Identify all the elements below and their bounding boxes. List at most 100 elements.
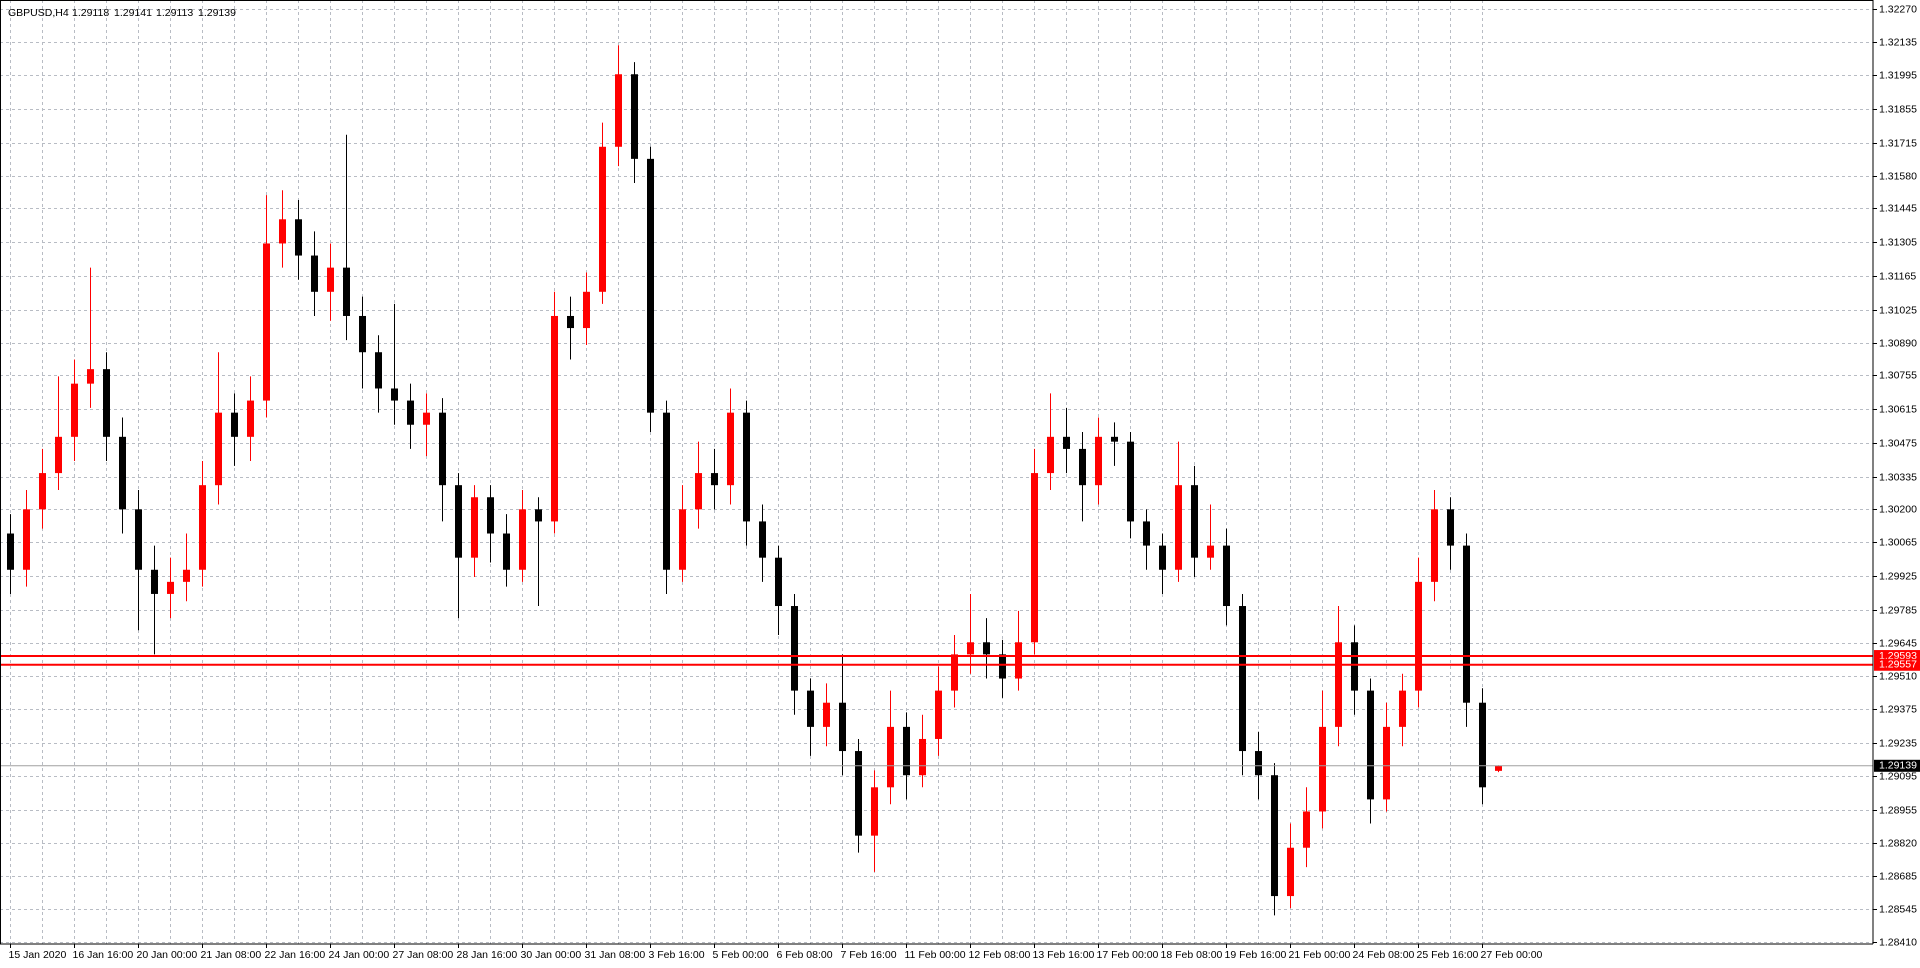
candle-body bbox=[327, 267, 334, 292]
candle-body bbox=[135, 509, 142, 570]
candle-body bbox=[1319, 726, 1326, 812]
labels: 1.32270 1.32135 1.31995 1.31855 1.31715 1.315… bbox=[9, 3, 1920, 961]
y-tick-label: 1.30615 bbox=[1879, 403, 1917, 415]
x-tick-label: 7 Feb 16:00 bbox=[841, 949, 897, 961]
candle-body bbox=[887, 726, 894, 788]
candles bbox=[0, 45, 1873, 916]
y-tick-label: 1.29510 bbox=[1879, 670, 1917, 682]
x-tick-label: 13 Feb 16:00 bbox=[1033, 949, 1095, 961]
candle-body bbox=[1399, 690, 1406, 727]
y-tick-label: 1.31995 bbox=[1879, 69, 1917, 81]
candle-body bbox=[1015, 642, 1022, 679]
candle-body bbox=[199, 485, 206, 570]
candle-body bbox=[631, 74, 638, 159]
candle-body bbox=[1383, 726, 1390, 800]
current-price-label: 1.29139 bbox=[1879, 760, 1917, 772]
x-tick-label: 24 Feb 08:00 bbox=[1353, 949, 1415, 961]
candle-body bbox=[839, 702, 846, 752]
y-tick-label: 1.29925 bbox=[1879, 570, 1917, 582]
x-tick-label: 27 Jan 08:00 bbox=[393, 949, 454, 961]
candle-body bbox=[567, 315, 574, 329]
candle-body bbox=[1239, 606, 1246, 752]
x-tick-label: 18 Feb 08:00 bbox=[1161, 949, 1223, 961]
x-tick-label: 27 Feb 00:00 bbox=[1481, 949, 1543, 961]
candle-body bbox=[1063, 436, 1070, 449]
y-tick-label: 1.29375 bbox=[1879, 703, 1917, 715]
candle-body bbox=[695, 473, 702, 510]
candle-body bbox=[999, 654, 1006, 679]
x-tick-label: 20 Jan 00:00 bbox=[137, 949, 198, 961]
candle-body bbox=[647, 158, 654, 413]
x-tick-label: 3 Feb 16:00 bbox=[649, 949, 705, 961]
candle-body bbox=[1335, 642, 1342, 727]
candle-body bbox=[1047, 436, 1054, 474]
x-tick-label: 12 Feb 08:00 bbox=[969, 949, 1031, 961]
candle-body bbox=[151, 569, 158, 594]
y-tick-label: 1.28820 bbox=[1879, 837, 1917, 849]
y-tick-label: 1.29095 bbox=[1879, 770, 1917, 782]
candle-body bbox=[471, 497, 478, 558]
candle-body bbox=[1271, 775, 1278, 897]
candle-body bbox=[1031, 473, 1038, 643]
candle-body bbox=[103, 369, 110, 437]
candle-body bbox=[311, 255, 318, 292]
candle-body bbox=[391, 388, 398, 401]
candle-body bbox=[1175, 485, 1182, 570]
x-tick-label: 21 Feb 00:00 bbox=[1289, 949, 1351, 961]
price-axis-panel bbox=[1873, 0, 1920, 968]
y-tick-label: 1.31855 bbox=[1879, 103, 1917, 115]
candle-body bbox=[967, 642, 974, 655]
x-tick-label: 31 Jan 08:00 bbox=[585, 949, 646, 961]
candle-body bbox=[759, 521, 766, 558]
y-tick-label: 1.31580 bbox=[1879, 170, 1917, 182]
x-tick-label: 11 Feb 00:00 bbox=[905, 949, 966, 961]
candle-body bbox=[1495, 765, 1502, 771]
y-tick-label: 1.30065 bbox=[1879, 536, 1917, 548]
candle-body bbox=[1287, 847, 1294, 897]
candle-body bbox=[807, 690, 814, 727]
symbol-title: GBPUSD,H4 bbox=[8, 7, 69, 19]
candle-body bbox=[375, 352, 382, 389]
y-tick-label: 1.28545 bbox=[1879, 903, 1917, 915]
y-tick-label: 1.28955 bbox=[1879, 804, 1917, 816]
candle-body bbox=[679, 509, 686, 570]
candle-body bbox=[871, 787, 878, 836]
candle-body bbox=[583, 291, 590, 329]
candle-body bbox=[1303, 811, 1310, 848]
candle-body bbox=[1351, 642, 1358, 691]
candle-body bbox=[1367, 690, 1374, 800]
y-tick-label: 1.29235 bbox=[1879, 737, 1917, 749]
candle-body bbox=[39, 473, 46, 510]
candle-body bbox=[743, 412, 750, 522]
y-tick-label: 1.32270 bbox=[1879, 3, 1917, 15]
y-tick-label: 1.30475 bbox=[1879, 437, 1917, 449]
header-high: 1.29141 bbox=[114, 7, 152, 19]
x-tick-label: 19 Feb 16:00 bbox=[1225, 949, 1287, 961]
candle-body bbox=[711, 473, 718, 486]
candle-body bbox=[663, 412, 670, 570]
candle-body bbox=[23, 509, 30, 570]
y-tick-label: 1.31305 bbox=[1879, 236, 1917, 248]
candle-body bbox=[215, 412, 222, 486]
y-tick-label: 1.28685 bbox=[1879, 870, 1917, 882]
candle-body bbox=[951, 654, 958, 691]
candle-body bbox=[1111, 436, 1118, 442]
candle-body bbox=[903, 726, 910, 776]
candle-body bbox=[791, 606, 798, 691]
candle-body bbox=[935, 690, 942, 739]
candle-body bbox=[87, 369, 94, 384]
candle-body bbox=[343, 267, 350, 316]
candle-body bbox=[1095, 436, 1102, 486]
candle-body bbox=[423, 412, 430, 425]
candle-body bbox=[295, 219, 302, 256]
candle-body bbox=[519, 509, 526, 570]
candle-body bbox=[1415, 581, 1422, 691]
header-close: 1.29139 bbox=[198, 7, 236, 19]
level-label: 1.29557 bbox=[1879, 659, 1917, 671]
x-tick-label: 22 Jan 16:00 bbox=[265, 949, 326, 961]
candle-body bbox=[535, 509, 542, 522]
candle-body bbox=[1463, 545, 1470, 703]
candle-body bbox=[1223, 545, 1230, 607]
x-tick-label: 16 Jan 16:00 bbox=[73, 949, 134, 961]
